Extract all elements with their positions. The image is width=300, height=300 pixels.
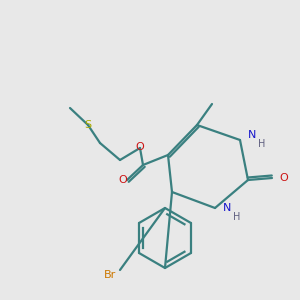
Text: Br: Br: [104, 270, 116, 280]
Text: N: N: [223, 203, 231, 213]
Text: H: H: [233, 212, 240, 222]
Text: H: H: [258, 139, 266, 149]
Text: O: O: [118, 175, 127, 185]
Text: O: O: [136, 142, 144, 152]
Text: N: N: [248, 130, 256, 140]
Text: O: O: [279, 173, 288, 183]
Text: S: S: [84, 120, 92, 130]
